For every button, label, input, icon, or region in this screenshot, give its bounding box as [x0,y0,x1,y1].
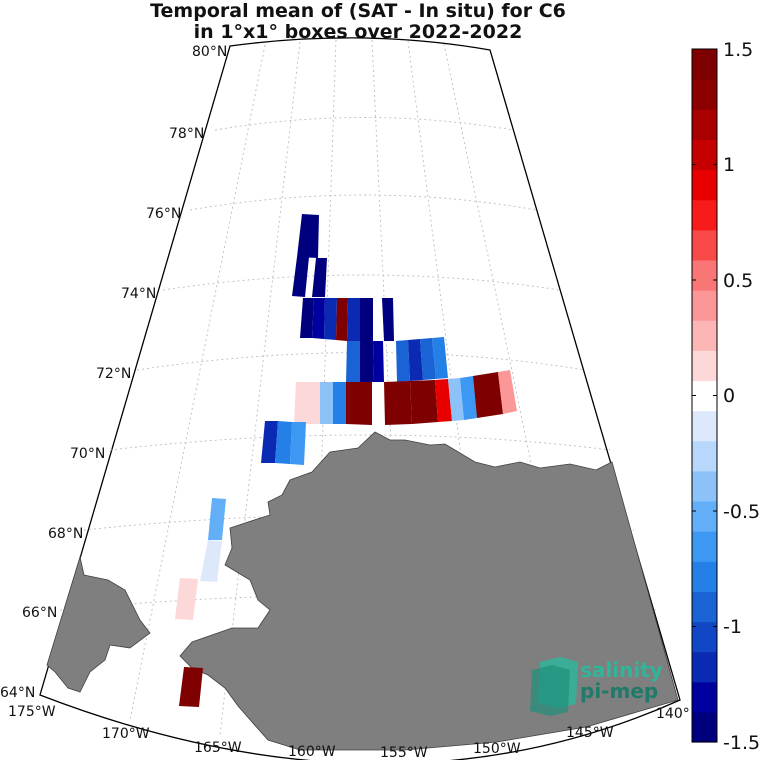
colorbar [692,49,717,743]
colorbar-segment [692,470,717,502]
colorbar-segment [692,380,717,412]
lat-label: 70°N [70,446,105,462]
data-cell [420,338,436,380]
data-cell [382,298,394,341]
colorbar-segment [692,651,717,683]
lon-label: 150°W [473,741,521,757]
logo-text-salinity: salinity [580,658,663,682]
latitude-labels: 64°N 66°N 68°N 70°N 72°N 74°N 76°N 78°N … [0,44,227,701]
data-cell [396,340,410,382]
data-cell [179,667,203,707]
data-cell [300,298,314,338]
colorbar-segment [692,711,717,743]
colorbar-segment [692,531,717,562]
data-cell [360,341,374,382]
data-cell [261,421,278,463]
data-cell [320,382,333,424]
colorbar-segment [692,500,717,532]
data-cell [410,380,438,424]
data-cell [292,257,309,297]
colorbar-tick-label: -0.5 [723,501,760,523]
lon-label: 140° [656,706,690,722]
lat-label: 66°N [22,605,57,621]
colorbar-segment [692,229,717,261]
data-cell [175,578,198,620]
colorbar-segment [692,681,717,713]
data-cell [460,376,477,420]
lon-label: 175°W [8,704,56,720]
data-cell [408,339,423,381]
data-cell [435,379,452,422]
colorbar-segment [692,440,717,472]
title-line-2: in 1°x1° boxes over 2022-2022 [193,21,523,43]
data-cell [312,298,325,339]
data-cell [346,341,360,382]
data-cell [275,421,292,464]
colorbar-segment [692,49,717,80]
colorbar-segment [692,591,717,623]
data-cell [347,298,360,341]
data-cell [432,337,448,379]
colorbar-segment [692,561,717,592]
colorbar-tick-label: 1.5 [723,39,753,61]
colorbar-tick-label: 0.5 [723,270,753,292]
data-cell [384,381,412,425]
colorbar-tick-label: -1.5 [723,732,760,754]
title-line-1: Temporal mean of (SAT - In situ) for C6 [150,0,566,22]
lat-label: 74°N [121,286,156,302]
colorbar-labels: 1.5 1 0.5 0 -0.5 -1 -1.5 [723,39,760,754]
data-cell [200,540,222,582]
colorbar-segment [692,290,717,321]
colorbar-segment [692,410,717,442]
data-cell [290,422,306,465]
longitude-labels: 175°W 170°W 165°W 160°W 155°W 150°W 145°… [8,704,690,760]
data-cell [346,382,372,425]
data-cell [312,258,327,297]
colorbar-segment [692,350,717,382]
colorbar-segment [692,79,717,110]
data-cell [498,370,517,414]
land-chukotka [46,555,151,693]
data-cell [336,298,348,341]
colorbar-segment [692,259,717,291]
data-cell [324,298,337,340]
data-cell [208,498,226,540]
colorbar-segment [692,139,717,171]
colorbar-segment [692,169,717,201]
colorbar-segment [692,109,717,140]
data-cell [297,214,319,258]
lat-label: 72°N [96,366,131,382]
lat-label: 80°N [192,44,227,60]
lon-label: 160°W [288,744,336,760]
colorbar-segment [692,199,717,231]
data-cell [360,298,373,341]
lat-label: 64°N [0,685,35,701]
colorbar-segment [692,621,717,653]
lon-label: 145°W [566,725,614,741]
colorbar-tick-label: 1 [723,154,735,176]
logo-text-pi-mep: pi-mep [580,679,658,703]
salinity-pi-mep-logo: salinity pi-mep [530,657,663,716]
colorbar-segment [692,320,717,351]
lat-label: 76°N [146,206,181,222]
data-cell [373,341,384,382]
data-cell [294,382,320,424]
lat-label: 68°N [48,526,83,542]
colorbar-tick-label: -1 [723,616,742,638]
lat-label: 78°N [169,126,204,142]
lon-label: 165°W [194,740,242,756]
data-cells [175,214,517,707]
data-cell [473,372,503,418]
data-cell [448,378,464,421]
lon-label: 170°W [102,726,150,742]
colorbar-tick-label: 0 [723,385,735,407]
lon-label: 155°W [380,745,428,760]
data-cell [333,382,346,424]
colorbar-ticks [692,48,717,743]
